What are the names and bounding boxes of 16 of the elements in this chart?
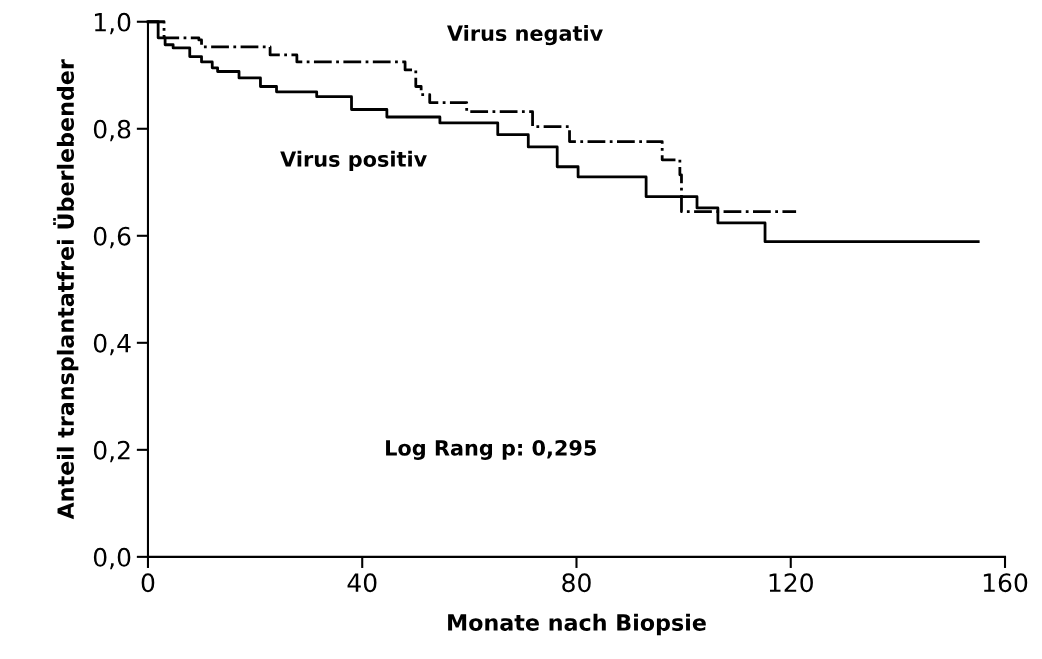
y-tick-label: 0,6 <box>93 226 131 249</box>
x-axis-title: Monate nach Biopsie <box>448 613 706 636</box>
series-label: Virus positiv <box>280 150 427 171</box>
x-tick-label: 120 <box>769 573 813 593</box>
y-axis-title: Anteil transplantatfrei Überlebender <box>53 59 79 520</box>
y-tick-label: 0,4 <box>93 333 131 356</box>
x-tick-label: 0 <box>141 573 155 593</box>
y-tick-label: 0,8 <box>93 119 131 142</box>
y-tick-label: 0,0 <box>93 547 131 570</box>
x-tick-label: 160 <box>983 573 1028 593</box>
series-label: Virus negativ <box>447 24 603 46</box>
y-tick-label: 0,2 <box>93 440 130 463</box>
annotation: Log Rang p: 0,295 <box>386 439 596 460</box>
y-tick-label: 1,0 <box>94 12 131 35</box>
x-tick-label: 80 <box>562 573 591 593</box>
x-tick-label: 40 <box>347 573 377 593</box>
